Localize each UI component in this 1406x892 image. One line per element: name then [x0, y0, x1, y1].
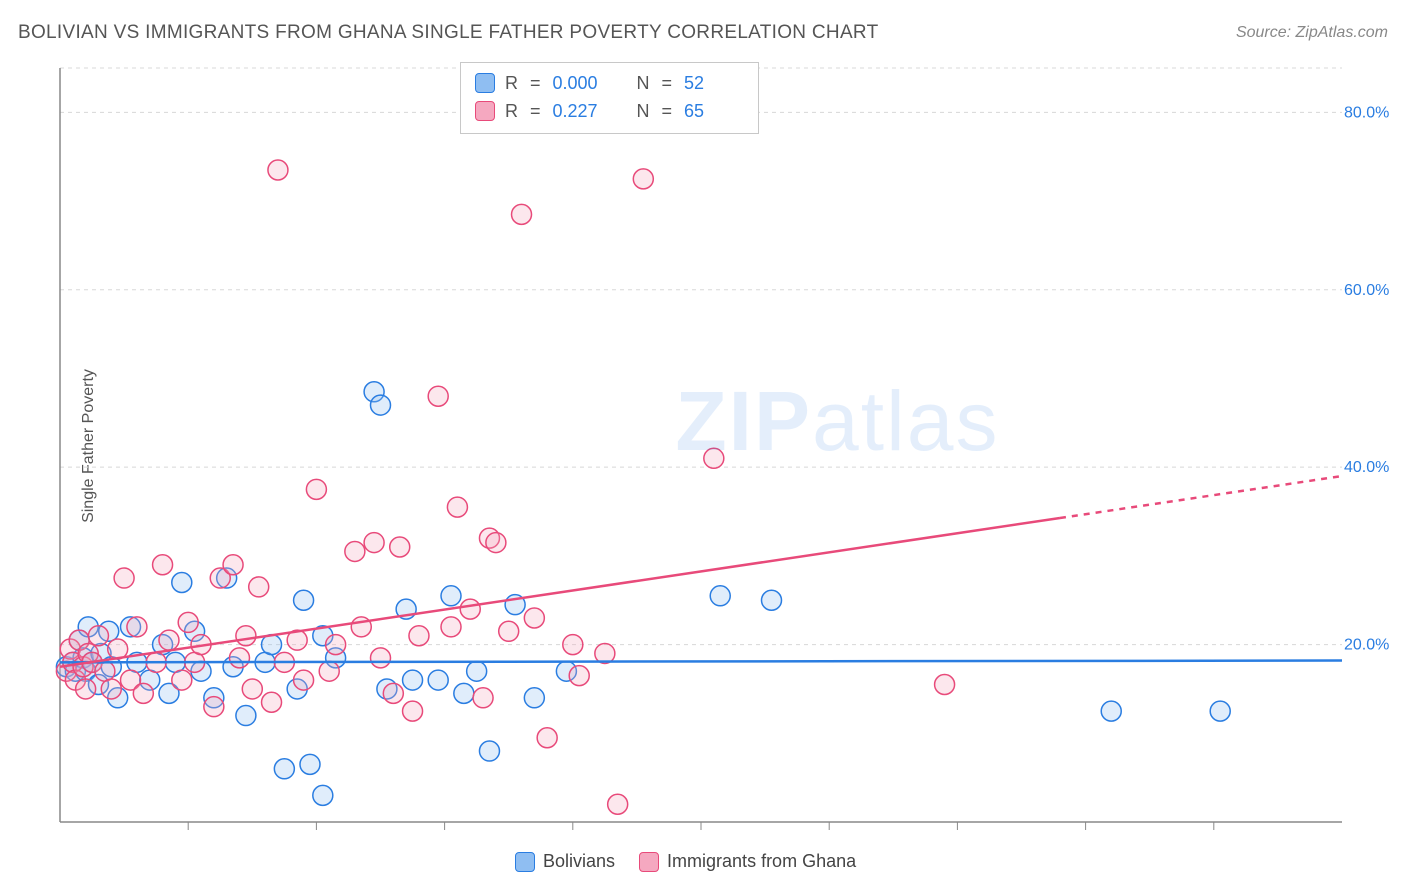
- svg-text:60.0%: 60.0%: [1344, 282, 1389, 299]
- stat-r-label-0: R: [505, 69, 518, 97]
- stats-row-series-0: R = 0.000 N = 52: [475, 69, 744, 97]
- stat-r-val-0: 0.000: [553, 69, 613, 97]
- stat-n-val-1: 65: [684, 97, 744, 125]
- legend-swatch-1: [639, 852, 659, 872]
- stat-n-label-0: N: [637, 69, 650, 97]
- swatch-series-0: [475, 73, 495, 93]
- chart-title: BOLIVIAN VS IMMIGRANTS FROM GHANA SINGLE…: [18, 22, 879, 44]
- stat-eq-n-0: =: [662, 69, 673, 97]
- svg-text:20.0%: 20.0%: [1344, 637, 1389, 654]
- legend-label-1: Immigrants from Ghana: [667, 851, 856, 872]
- chart-header: BOLIVIAN VS IMMIGRANTS FROM GHANA SINGLE…: [18, 22, 1388, 44]
- stat-eq-1: =: [530, 97, 541, 125]
- swatch-series-1: [475, 101, 495, 121]
- legend-item-1: Immigrants from Ghana: [639, 851, 856, 872]
- legend-label-0: Bolivians: [543, 851, 615, 872]
- correlation-stats-box: R = 0.000 N = 52 R = 0.227 N = 65: [460, 62, 759, 134]
- chart-svg: 20.0%40.0%60.0%80.0%0.0%10.0%: [50, 60, 1390, 830]
- svg-text:80.0%: 80.0%: [1344, 104, 1389, 121]
- svg-text:40.0%: 40.0%: [1344, 459, 1389, 476]
- stat-n-label-1: N: [637, 97, 650, 125]
- stat-eq-n-1: =: [662, 97, 673, 125]
- legend-swatch-0: [515, 852, 535, 872]
- legend-item-0: Bolivians: [515, 851, 615, 872]
- bottom-legend: Bolivians Immigrants from Ghana: [515, 851, 856, 872]
- stat-r-val-1: 0.227: [553, 97, 613, 125]
- chart-source: Source: ZipAtlas.com: [1236, 24, 1388, 42]
- stats-row-series-1: R = 0.227 N = 65: [475, 97, 744, 125]
- scatter-plot: 20.0%40.0%60.0%80.0%0.0%10.0% ZIPatlas: [50, 60, 1390, 830]
- stat-eq-0: =: [530, 69, 541, 97]
- stat-n-val-0: 52: [684, 69, 744, 97]
- stat-r-label-1: R: [505, 97, 518, 125]
